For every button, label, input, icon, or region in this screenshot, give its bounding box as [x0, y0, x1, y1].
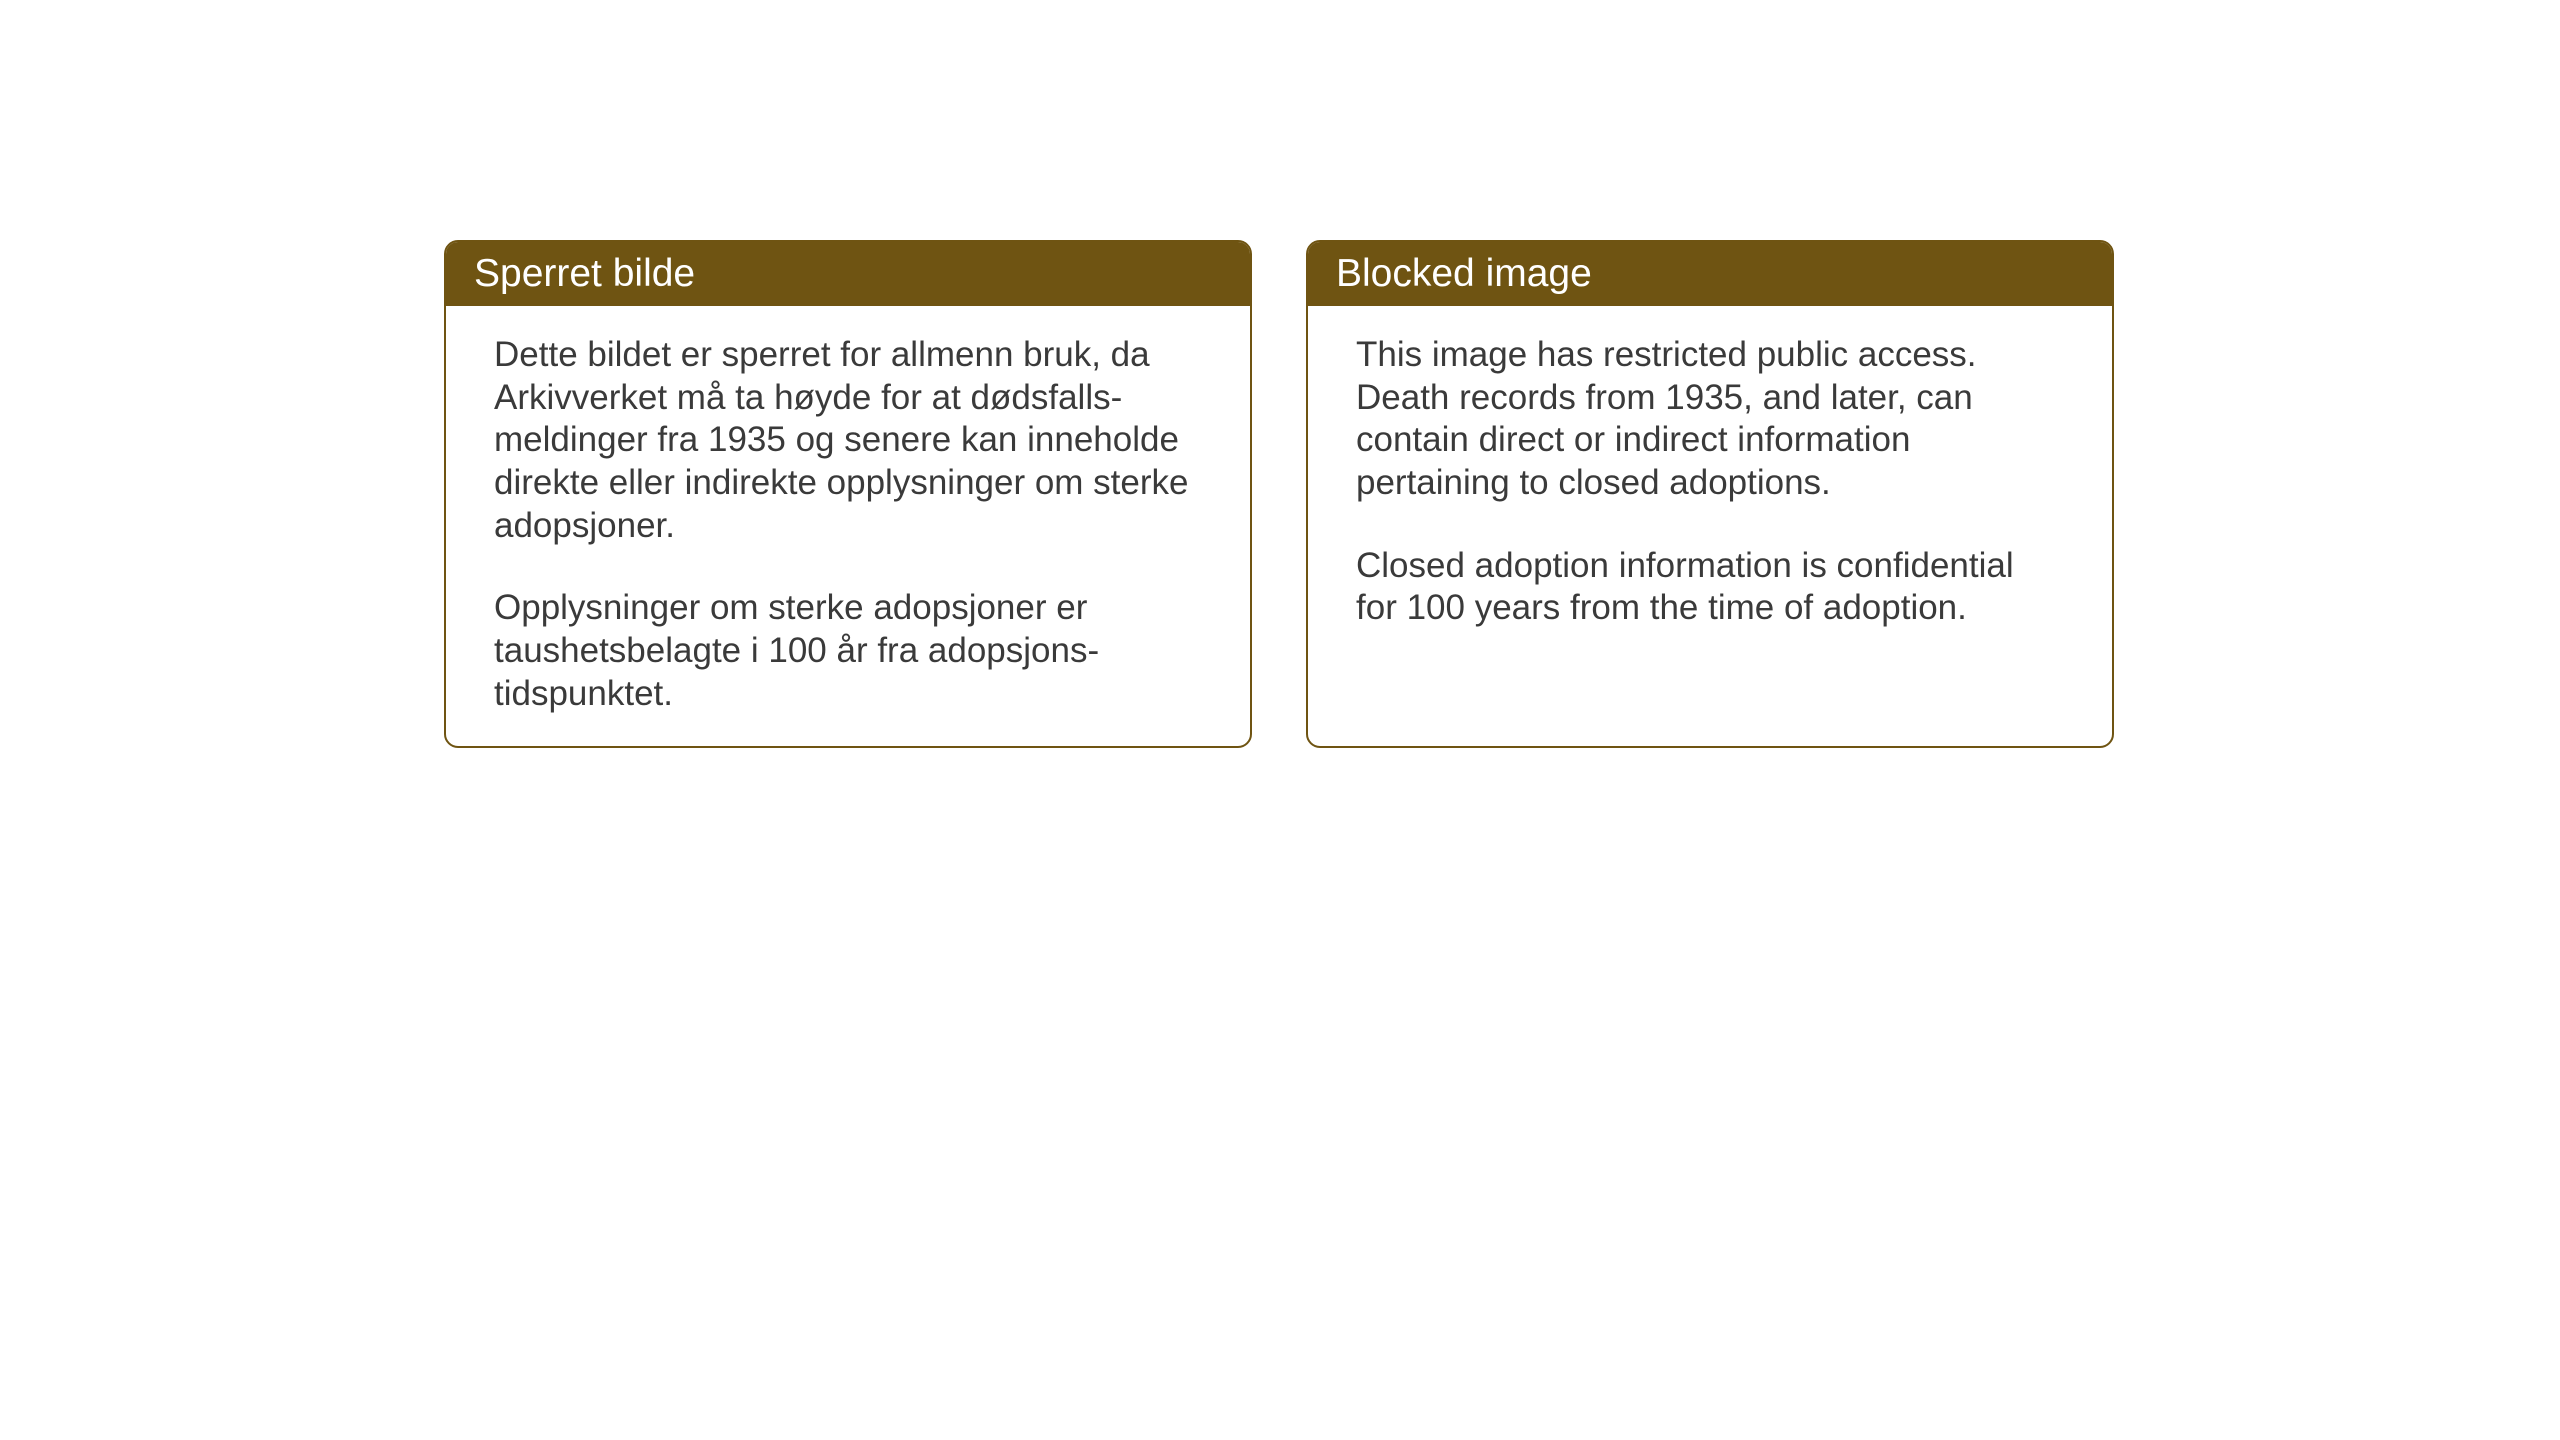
notice-cards-container: Sperret bilde Dette bildet er sperret fo… [444, 240, 2114, 748]
notice-title-english: Blocked image [1336, 252, 1592, 295]
notice-paragraph-2-norwegian: Opplysninger om sterke adopsjoner er tau… [494, 587, 1202, 715]
notice-body-english: This image has restricted public access.… [1308, 306, 2112, 658]
notice-paragraph-1-norwegian: Dette bildet er sperret for allmenn bruk… [494, 334, 1202, 547]
notice-header-norwegian: Sperret bilde [446, 242, 1250, 306]
notice-paragraph-1-english: This image has restricted public access.… [1356, 334, 2064, 505]
notice-title-norwegian: Sperret bilde [474, 252, 695, 295]
notice-card-norwegian: Sperret bilde Dette bildet er sperret fo… [444, 240, 1252, 748]
notice-paragraph-2-english: Closed adoption information is confident… [1356, 545, 2064, 630]
notice-header-english: Blocked image [1308, 242, 2112, 306]
notice-card-english: Blocked image This image has restricted … [1306, 240, 2114, 748]
notice-body-norwegian: Dette bildet er sperret for allmenn bruk… [446, 306, 1250, 744]
